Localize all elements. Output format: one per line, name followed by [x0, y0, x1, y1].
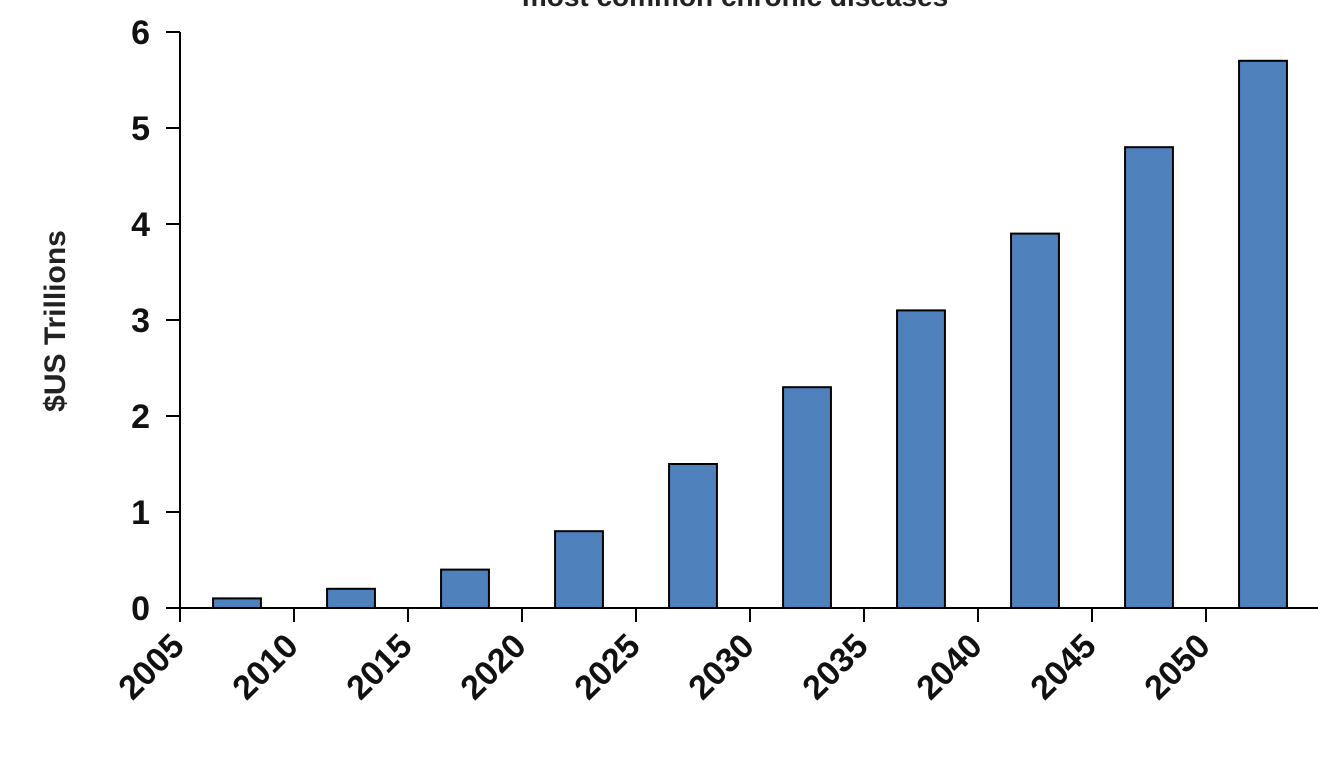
bar-2045: [1124, 146, 1174, 609]
y-tick-label: 4: [131, 206, 150, 244]
x-tick-label: 2015: [339, 627, 419, 707]
bar-2035: [896, 309, 946, 609]
y-tick-label: 0: [131, 590, 150, 628]
bar-2025: [668, 463, 718, 609]
x-tick-label: 2035: [795, 627, 875, 707]
x-ticks: 2005 2010 2015 2020 2025 2030 2035 2040 2045 2050: [111, 608, 1218, 707]
bar-2050: [1238, 59, 1288, 610]
y-axis-label: $US Trillions: [39, 230, 72, 412]
y-tick-label: 1: [131, 494, 150, 532]
chart-title: most common chronic diseases: [522, 0, 948, 12]
y-tick-label: 5: [131, 110, 150, 148]
x-tick-label: 2045: [1023, 627, 1103, 707]
y-tick-label: 3: [131, 302, 150, 340]
bar-2040: [1010, 232, 1060, 609]
y-ticks: 0 1 2 3 4 5 6: [131, 14, 180, 628]
bar-2030: [782, 386, 832, 610]
x-tick-label: 2025: [567, 627, 647, 707]
bar-2010: [326, 587, 376, 609]
bar-2020: [554, 530, 604, 610]
y-tick-label: 6: [131, 14, 150, 52]
x-tick-label: 2005: [111, 627, 191, 707]
y-tick-label: 2: [131, 398, 150, 436]
x-tick-label: 2020: [453, 627, 533, 707]
bar-2015: [440, 568, 490, 609]
x-tick-label: 2010: [225, 627, 305, 707]
x-tick-label: 2040: [909, 627, 989, 707]
x-tick-label: 2030: [681, 627, 761, 707]
bar-2005: [212, 597, 262, 610]
bars: [212, 59, 1288, 610]
x-tick-label: 2050: [1137, 627, 1217, 707]
